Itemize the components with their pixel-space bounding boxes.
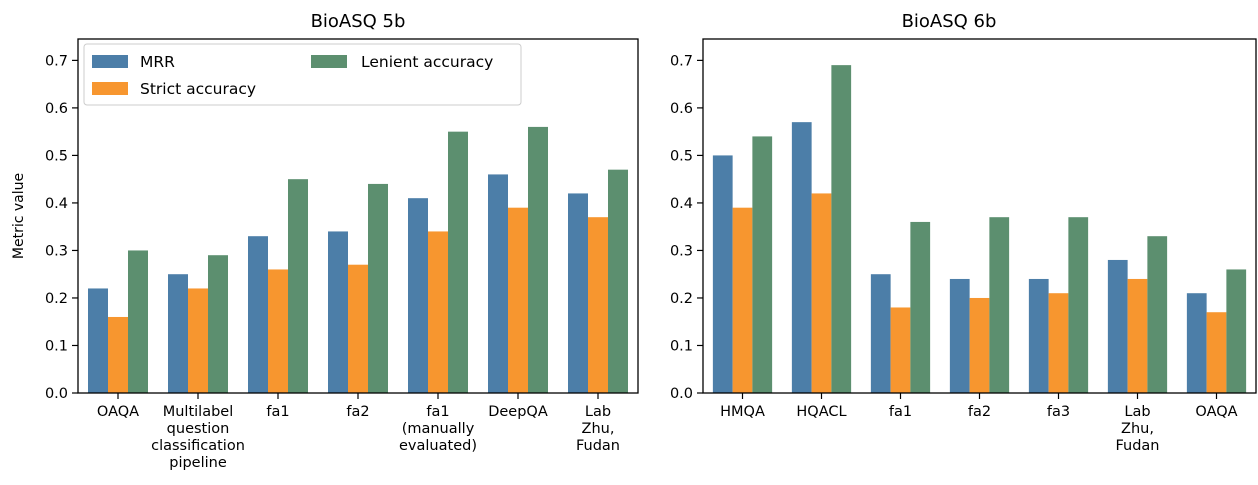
y-tick-label: 0.2 [45, 291, 68, 307]
bar-mrr-fa1 [248, 236, 268, 393]
bar-lenient-accuracy-deepqa [528, 126, 548, 394]
x-tick-label-hqacl: HQACL [796, 404, 846, 420]
plot-frame [77, 38, 639, 394]
legend-label-lenient: Lenient accuracy [361, 53, 493, 71]
x-tick-label-lab-zhu-fudan: Lab Zhu, Fudan [576, 404, 620, 454]
y-tick-label: 0.2 [670, 291, 693, 307]
bar-strict-accuracy-oaqa [1206, 312, 1227, 393]
y-axis-ticks: 0.0 0.1 0.2 0.3 0.4 0.5 0.6 0.7 [670, 53, 703, 402]
x-tick-label-hmqa: HMQA [720, 404, 765, 420]
bar-mrr-lab-zhu-fudan [568, 193, 588, 393]
y-tick-label: 0.7 [670, 53, 693, 69]
bar-strict-accuracy-fa1 [890, 307, 911, 393]
y-tick-label: 0.3 [45, 243, 68, 259]
bar-lenient-accuracy-lab-zhu-fudan [1147, 236, 1168, 393]
x-axis-ticks: OAQA Multilabel question classification pipe… [97, 393, 620, 471]
y-tick-label: 0.4 [45, 196, 68, 212]
x-tick-label-lab-zhu-fudan: Lab Zhu, Fudan [1115, 404, 1159, 454]
y-tick-label: 0.6 [670, 101, 693, 117]
y-tick-label: 0.6 [45, 101, 68, 117]
panel-bioasq-6b: BioASQ 6b 0.00.10.20.30.40.50.60.7 HMQA H… [670, 11, 1257, 454]
y-tick-label: 0.1 [670, 338, 693, 354]
y-tick-label: 0.1 [45, 338, 68, 354]
legend-label-mrr: MRR [140, 53, 175, 71]
y-tick-label: 0.0 [670, 386, 693, 402]
bar-lenient-accuracy-fa1 [288, 179, 308, 393]
bar-strict-accuracy-lab-zhu-fudan [588, 217, 608, 393]
y-tick-label: 0.4 [670, 196, 693, 212]
bar-mrr-fa3 [1028, 278, 1049, 393]
bar-lenient-accuracy-fa1 [910, 221, 931, 393]
y-tick-label: 0.0 [45, 386, 68, 402]
bar-mrr-hqacl [791, 122, 812, 394]
bar-lenient-accuracy-hmqa [752, 136, 773, 393]
x-tick-label-fa3: fa3 [1047, 404, 1070, 420]
bar-mrr-hmqa [712, 155, 733, 393]
x-tick-label-fa2: fa2 [346, 404, 369, 420]
legend-swatch-mrr [92, 55, 128, 68]
bars [712, 65, 1247, 394]
bar-mrr-fa2 [328, 231, 348, 393]
x-axis-ticks: HMQA HQACL fa1 fa2 fa3 Lab Zhu, Fudan OAQA [720, 393, 1238, 454]
bar-mrr-fa1-manually-evaluated [408, 198, 428, 393]
x-tick-label-oaqa: OAQA [97, 404, 139, 420]
bar-lenient-accuracy-fa1-manually-evaluated [448, 131, 468, 393]
plot-frame [702, 38, 1257, 394]
x-tick-label-multilabel-question-classification-pipeline: Multilabel question classification pipeline [151, 404, 245, 471]
y-tick-label: 0.7 [45, 53, 68, 69]
bar-lenient-accuracy-hqacl [831, 65, 852, 394]
bar-mrr-oaqa [1186, 293, 1207, 393]
x-tick-label-fa1-manually-evaluated: fa1 (manually evaluated) [399, 404, 477, 454]
bar-mrr-oaqa [88, 288, 108, 393]
x-tick-label-deepqa: DeepQA [488, 404, 548, 420]
y-tick-label: 0.5 [45, 148, 68, 164]
legend-box [83, 43, 522, 106]
bar-lenient-accuracy-multilabel-question-classification-pipeline [208, 255, 228, 393]
bar-strict-accuracy-fa2 [348, 264, 368, 393]
bars [88, 126, 628, 394]
x-tick-label-fa2: fa2 [968, 404, 991, 420]
bar-lenient-accuracy-lab-zhu-fudan [608, 169, 628, 393]
bar-strict-accuracy-multilabel-question-classification-pipeline [188, 288, 208, 393]
bar-lenient-accuracy-fa2 [989, 217, 1010, 393]
bar-strict-accuracy-lab-zhu-fudan [1127, 278, 1148, 393]
legend-swatch-strict [92, 82, 128, 95]
bar-strict-accuracy-deepqa [508, 207, 528, 393]
legend: MRR Strict accuracy Lenient accuracy [83, 43, 522, 106]
bar-lenient-accuracy-fa3 [1068, 217, 1089, 393]
bar-lenient-accuracy-oaqa [1226, 269, 1247, 393]
bar-strict-accuracy-fa2 [969, 297, 990, 393]
bar-mrr-deepqa [488, 174, 508, 393]
y-axis-label: Metric value [11, 173, 27, 259]
x-tick-label-fa1: fa1 [266, 404, 289, 420]
legend-swatch-lenient [311, 55, 347, 68]
bar-mrr-fa2 [949, 278, 970, 393]
chart-title: BioASQ 5b [311, 11, 406, 32]
y-axis-ticks: 0.0 0.1 0.2 0.3 0.4 0.5 0.6 0.7 [45, 53, 78, 402]
y-tick-label: 0.3 [670, 243, 693, 259]
bar-strict-accuracy-fa1-manually-evaluated [428, 231, 448, 393]
bar-lenient-accuracy-oaqa [128, 250, 148, 393]
y-tick-label: 0.5 [670, 148, 693, 164]
bar-strict-accuracy-hmqa [732, 207, 753, 393]
chart-title: BioASQ 6b [902, 11, 997, 32]
bar-lenient-accuracy-fa2 [368, 183, 388, 393]
bar-strict-accuracy-oaqa [108, 316, 128, 393]
bar-strict-accuracy-fa1 [268, 269, 288, 393]
bar-strict-accuracy-hqacl [811, 193, 832, 393]
bar-mrr-lab-zhu-fudan [1107, 259, 1128, 393]
legend-label-strict: Strict accuracy [140, 80, 256, 98]
bar-strict-accuracy-fa3 [1048, 293, 1069, 393]
bar-mrr-fa1 [870, 274, 891, 393]
x-tick-label-oaqa: OAQA [1195, 404, 1237, 420]
panel-bioasq-5b: BioASQ 5b Metric value 0.00.10.20.30.40.… [11, 11, 639, 471]
bar-mrr-multilabel-question-classification-pipeline [168, 274, 188, 393]
x-tick-label-fa1: fa1 [889, 404, 912, 420]
